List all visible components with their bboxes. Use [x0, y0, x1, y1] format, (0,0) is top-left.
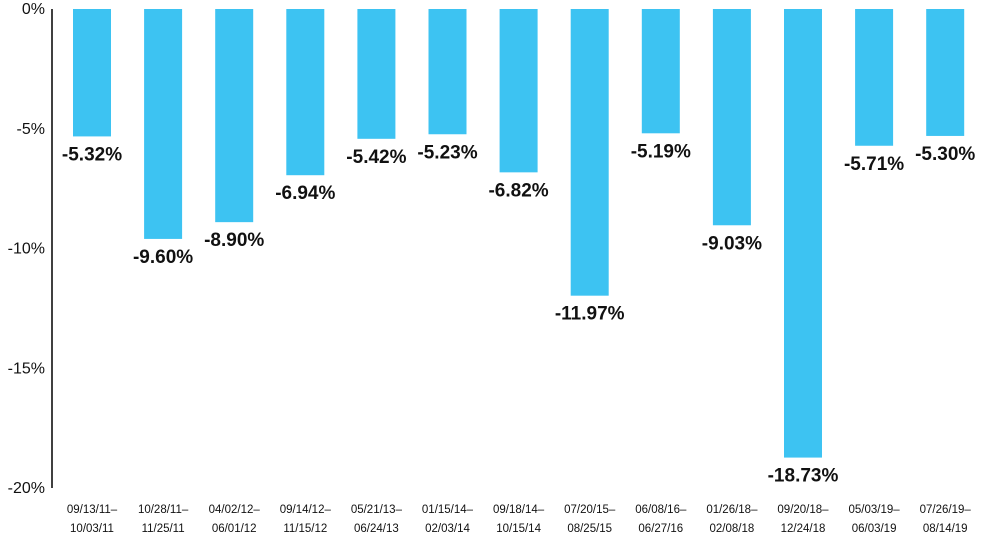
bar-value-label: -9.03% [702, 233, 762, 254]
x-category-label: 06/24/13 [354, 523, 399, 535]
bar [570, 9, 609, 296]
x-category-label: 06/08/16– [635, 504, 687, 516]
x-category-label: 11/15/12 [283, 523, 327, 535]
x-category-label: 10/03/11 [70, 523, 114, 535]
x-category-label: 09/20/18– [777, 504, 829, 516]
x-category-label: 02/08/18 [710, 523, 755, 535]
x-category-label: 07/20/15– [564, 504, 616, 516]
bar [144, 9, 183, 239]
bar-value-label: -5.23% [417, 142, 477, 163]
bar-value-label: -5.32% [62, 144, 122, 165]
x-category-label: 09/13/11– [67, 504, 118, 516]
x-category-label: 04/02/12– [209, 504, 261, 516]
y-tick-label: -10% [8, 241, 45, 258]
bar [286, 9, 325, 176]
y-tick-label: -20% [8, 480, 45, 497]
x-category-label: 12/24/18 [781, 523, 826, 535]
x-category-label: 05/03/19– [849, 504, 901, 516]
y-tick-label: 0% [22, 1, 45, 18]
bar [926, 9, 965, 136]
x-category-label: 05/21/13– [351, 504, 403, 516]
bar-value-label: -5.71% [844, 154, 904, 175]
bar [855, 9, 894, 146]
bar [499, 9, 538, 173]
x-category-label: 09/14/12– [280, 504, 332, 516]
x-category-label: 10/28/11– [138, 504, 189, 516]
bar-value-label: -6.82% [488, 180, 548, 201]
x-category-label: 10/15/14 [496, 523, 541, 535]
x-category-label: 11/25/11 [142, 523, 185, 535]
bar-value-label: -5.30% [915, 144, 975, 165]
bar-value-label: -11.97% [555, 304, 625, 325]
bar-value-label: -8.90% [204, 230, 264, 251]
y-tick-label: -15% [8, 360, 45, 377]
y-tick-label: -5% [17, 121, 45, 138]
bar-value-label: -18.73% [768, 466, 839, 487]
x-category-label: 01/26/18– [706, 504, 758, 516]
bar [641, 9, 680, 134]
x-category-label: 06/01/12 [212, 523, 257, 535]
y-axis-tick-labels: 0% -5% -10% -15% -20% [8, 1, 45, 497]
bar [215, 9, 254, 223]
x-category-label: 08/14/19 [923, 523, 968, 535]
bar-value-label: -6.94% [275, 183, 335, 204]
x-axis-category-labels: 09/13/11– 10/03/11 10/28/11– 11/25/11 04/02/… [67, 504, 972, 535]
bar [357, 9, 396, 139]
bar [428, 9, 467, 135]
bar [73, 9, 111, 137]
x-category-label: 06/03/19 [852, 523, 897, 535]
bar-value-label: -5.42% [346, 147, 406, 168]
x-category-label: 02/03/14 [425, 523, 470, 535]
data-labels-group: -5.32% -9.60% -8.90% -6.94% -5.42% -5.23% -6.8… [62, 141, 976, 486]
x-category-label: 09/18/14– [493, 504, 545, 516]
bar [784, 9, 822, 458]
bar-value-label: -9.60% [133, 247, 193, 268]
x-category-label: 06/27/16 [638, 523, 683, 535]
x-category-label: 07/26/19– [920, 504, 972, 516]
bar [712, 9, 751, 226]
bars-group [73, 9, 965, 458]
x-category-label: 01/15/14– [422, 504, 474, 516]
bar-value-label: -5.19% [631, 141, 691, 162]
x-category-label: 08/25/15 [567, 523, 612, 535]
